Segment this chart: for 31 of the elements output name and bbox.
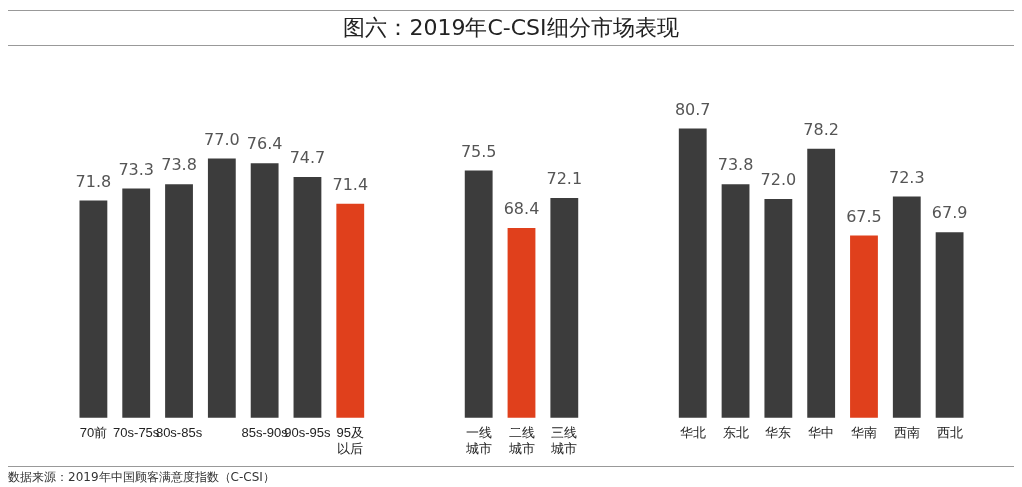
- x-tick-label: 西北: [936, 425, 963, 441]
- annotation: 数据来源：2019年中国顾客满意度指数（C-CSI）: [8, 466, 1014, 486]
- data-label: 71.4: [332, 174, 369, 194]
- data-label: 72.1: [546, 169, 583, 189]
- data-label: 76.4: [246, 134, 283, 154]
- data-label: 72.3: [888, 167, 925, 187]
- data-label: 74.7: [289, 148, 326, 168]
- data-label: 68.4: [503, 199, 540, 219]
- data-label: 67.9: [931, 203, 968, 223]
- data-label: 77.0: [204, 129, 240, 149]
- x-tick-label: 三线城市: [550, 425, 578, 456]
- x-tick-label: 华中: [808, 425, 835, 441]
- data-label: 73.8: [161, 155, 197, 175]
- data-label: 75.5: [460, 141, 497, 161]
- data-label: 73.3: [118, 159, 155, 179]
- chart-title: 图六：2019年C-CSI细分市场表现: [8, 10, 1014, 46]
- x-tick-label: 二线城市: [507, 425, 535, 456]
- x-tick-label: 一线城市: [464, 425, 492, 456]
- x-tick-label: 西南: [893, 425, 920, 441]
- x-tick-label: 华南: [850, 425, 877, 441]
- x-tick-label: 华东: [765, 425, 792, 441]
- x-tick-label: 华北: [679, 425, 706, 441]
- data-label: 71.8: [75, 171, 112, 191]
- data-label: 67.5: [846, 206, 882, 226]
- data-label: 78.2: [803, 119, 839, 139]
- x-tick-label: 95及以后: [336, 425, 364, 456]
- data-label: 73.8: [717, 155, 754, 175]
- data-label: 80.7: [674, 99, 711, 119]
- x-tick-label: 东北: [722, 425, 749, 441]
- data-label: 72.0: [760, 170, 797, 190]
- x-tick-label: 70前: [79, 425, 108, 441]
